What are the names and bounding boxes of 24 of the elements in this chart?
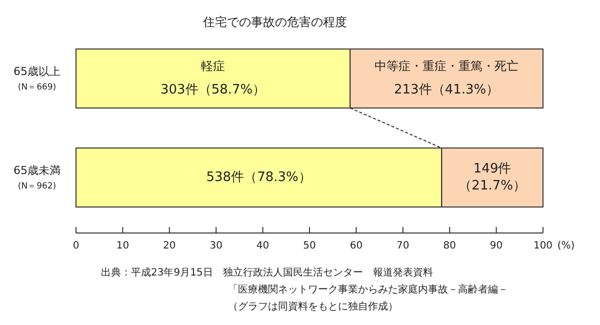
x-tick-label: 20 [163, 240, 176, 252]
x-tick-label: 80 [443, 240, 456, 252]
chart-title: 住宅での事故の危害の程度 [202, 15, 347, 29]
series-label: 中等症・重症・重篤・死亡 [374, 59, 519, 73]
y-tick-label: 65歳未満 (N＝962) [14, 164, 60, 192]
x-axis-title: (%) [557, 240, 575, 252]
data-label: 149件（21.7%） [458, 162, 526, 194]
y-tick-label: 65歳以上 (N＝669) [14, 65, 60, 92]
x-tick-label: 10 [116, 240, 130, 252]
x-tick-label: 70 [396, 240, 410, 252]
x-tick-label: 50 [303, 240, 316, 252]
series-label: 軽症 [201, 59, 226, 73]
data-label: 303件（58.7%） [160, 82, 266, 98]
x-tick-label: 30 [210, 240, 222, 252]
x-tick-label: 100 [533, 240, 553, 252]
x-tick-label: 90 [490, 240, 503, 252]
text: （グラフは同資料をもとに独自作成） [228, 300, 398, 312]
data-label: 538件（78.3%） [206, 170, 312, 185]
x-tick-label: 40 [256, 240, 270, 252]
source-note: 出典：平成23年9月15日 独立行政法人国民生活センター 報道発表資料 [101, 266, 433, 278]
x-tick-label: 0 [72, 240, 80, 252]
x-tick-label: 60 [350, 240, 363, 252]
text: 「医療機関ネットワーク事業からみた家庭内事故－高齢者編－ [228, 284, 508, 296]
data-label: 213件（41.3%） [394, 82, 500, 98]
